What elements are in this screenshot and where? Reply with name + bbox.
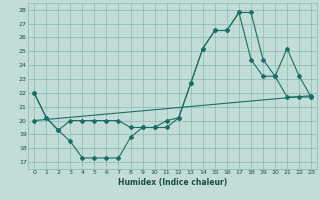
X-axis label: Humidex (Indice chaleur): Humidex (Indice chaleur) bbox=[118, 178, 227, 187]
